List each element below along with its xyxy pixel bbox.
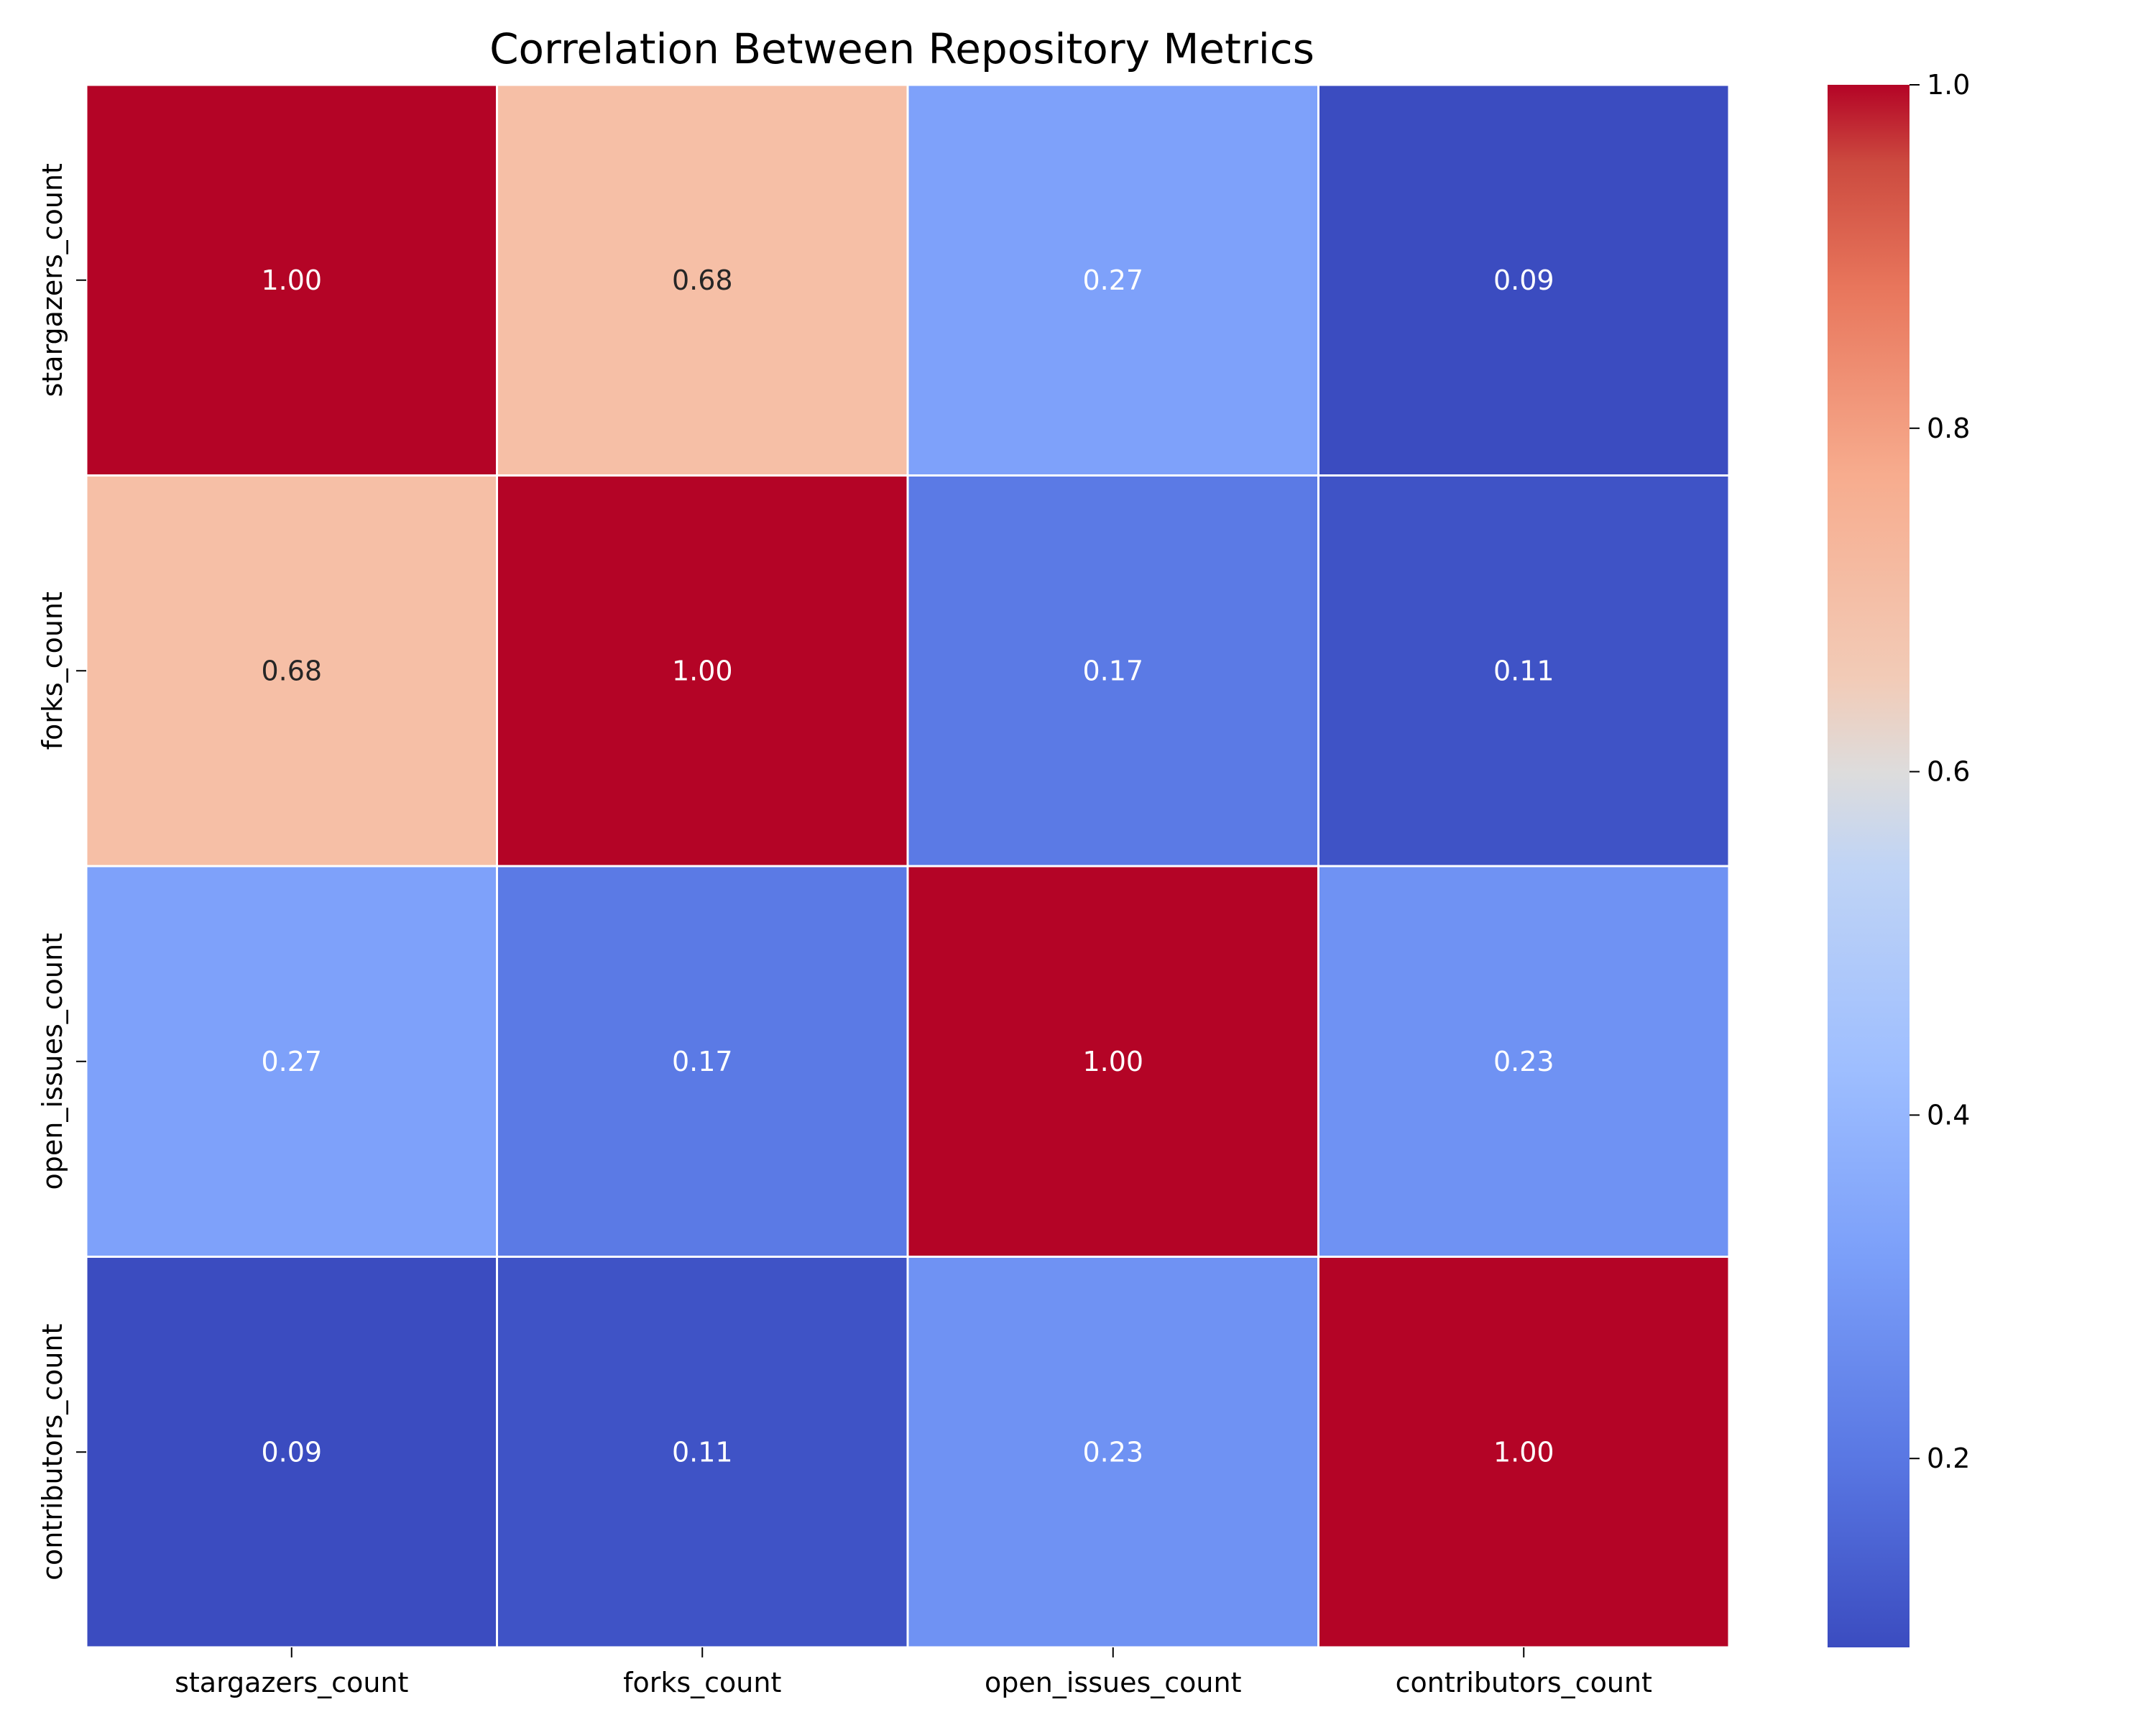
cell-value-label: 0.11	[672, 1436, 733, 1468]
cell-value-label: 0.17	[1082, 655, 1143, 686]
cell-value-label: 1.00	[1082, 1046, 1143, 1077]
cell-value-label: 0.27	[1082, 264, 1143, 296]
heatmap-cells	[85, 83, 1731, 1649]
cell-value-label: 1.00	[1493, 1436, 1554, 1468]
colorbar-tick-label: 0.2	[1927, 1443, 1970, 1474]
colorbar: 0.2 0.4 0.6 0.8 1.0	[1828, 69, 1970, 1647]
y-tick-label: open_issues_count	[37, 933, 68, 1190]
cell-value-label: 1.00	[261, 264, 322, 296]
heatmap-cell-r2-c1	[496, 865, 909, 1258]
x-axis: stargazers_count forks_count open_issues_c…	[175, 1647, 1652, 1698]
heatmap-cell-r1-c0	[85, 474, 498, 868]
heatmap-cell-r0-c3	[1317, 83, 1731, 477]
y-tick-label: contributors_count	[37, 1324, 68, 1581]
heatmap-cell-r0-c2	[906, 83, 1319, 477]
x-tick-label: open_issues_count	[985, 1667, 1241, 1698]
cell-value-label: 1.00	[672, 655, 733, 686]
cell-value-label: 0.27	[261, 1046, 322, 1077]
heatmap-cell-r0-c0	[85, 83, 498, 477]
heatmap-cell-r2-c3	[1317, 865, 1731, 1258]
cell-value-label: 0.09	[261, 1436, 322, 1468]
colorbar-gradient	[1828, 85, 1909, 1647]
colorbar-tick-label: 0.6	[1927, 756, 1970, 788]
y-tick-label: forks_count	[37, 592, 68, 750]
heatmap-cell-labels: 1.00 0.68 0.27 0.09 0.68 1.00 0.17 0.11 0.27 0.17…	[261, 264, 1554, 1468]
cell-value-label: 0.23	[1493, 1046, 1554, 1077]
heatmap-cell-r0-c1	[496, 83, 909, 477]
colorbar-tick-label: 0.4	[1927, 1099, 1970, 1131]
colorbar-tick-label: 1.0	[1927, 69, 1970, 101]
y-axis: stargazers_count forks_count open_issues_c…	[37, 163, 86, 1581]
heatmap-cell-r1-c3	[1317, 474, 1731, 868]
colorbar-ticks: 0.2 0.4 0.6 0.8 1.0	[1909, 69, 1970, 1474]
x-tick-label: stargazers_count	[175, 1667, 408, 1698]
cell-value-label: 0.68	[261, 655, 322, 686]
cell-value-label: 0.17	[672, 1046, 733, 1077]
x-tick-label: forks_count	[623, 1667, 781, 1698]
heatmap-cell-r3-c2	[906, 1256, 1319, 1649]
heatmap-cell-r3-c1	[496, 1256, 909, 1649]
colorbar-tick-label: 0.8	[1927, 413, 1970, 444]
heatmap-cell-r3-c3	[1317, 1256, 1731, 1649]
y-tick-label: stargazers_count	[37, 163, 68, 397]
cell-value-label: 0.09	[1493, 264, 1554, 296]
cell-value-label: 0.68	[672, 264, 733, 296]
x-tick-label: contributors_count	[1396, 1667, 1652, 1698]
heatmap-cell-r3-c0	[85, 1256, 498, 1649]
heatmap-cell-r1-c2	[906, 474, 1319, 868]
cell-value-label: 0.11	[1493, 655, 1554, 686]
cell-value-label: 0.23	[1082, 1436, 1143, 1468]
heatmap-cell-r1-c1	[496, 474, 909, 868]
chart-title: Correlation Between Repository Metrics	[489, 24, 1314, 73]
